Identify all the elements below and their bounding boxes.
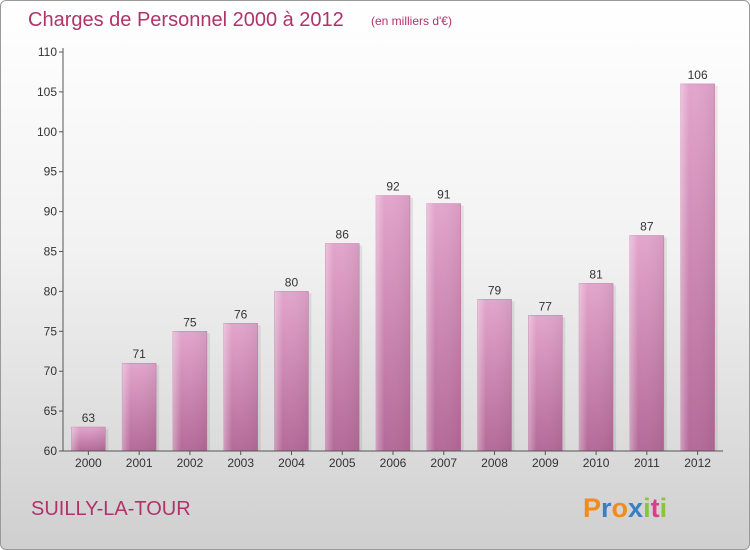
x-tick-label-2002: 2002 xyxy=(177,456,204,470)
data-label-2010: 81 xyxy=(589,267,603,281)
data-label-2012: 106 xyxy=(688,68,708,82)
logo-letter: t xyxy=(651,493,660,523)
x-tick-label-2009: 2009 xyxy=(532,456,559,470)
y-tick-label: 100 xyxy=(37,125,57,139)
commune-name: SUILLY-LA-TOUR xyxy=(31,498,191,520)
bars-group: 63 71 75 76 80 86 92 91 79 77 81 87 106 xyxy=(71,68,718,452)
bar-highlight xyxy=(325,243,360,451)
x-tick-label-2010: 2010 xyxy=(583,456,610,470)
x-tick-label-2004: 2004 xyxy=(278,456,305,470)
data-label-2007: 91 xyxy=(437,188,451,202)
data-label-2011: 87 xyxy=(640,220,654,234)
bar-highlight xyxy=(376,195,410,451)
logo-letter: o xyxy=(612,493,629,523)
bar-highlight xyxy=(528,315,563,451)
data-label-2005: 86 xyxy=(336,228,350,242)
y-tick-label: 75 xyxy=(44,324,58,338)
bar-highlight xyxy=(223,323,258,451)
x-tick-label-2003: 2003 xyxy=(227,456,254,470)
bar-highlight xyxy=(122,363,157,451)
y-tick-label: 65 xyxy=(44,404,58,418)
y-tick-label: 80 xyxy=(44,284,58,298)
bar-highlight xyxy=(579,283,614,451)
bar-highlight xyxy=(172,331,207,451)
bar-highlight xyxy=(274,291,309,451)
x-tick-label-2000: 2000 xyxy=(75,456,102,470)
x-tick-label-2006: 2006 xyxy=(380,456,407,470)
chart-title: Charges de Personnel 2000 à 2012 xyxy=(28,9,344,31)
data-label-2001: 71 xyxy=(132,347,146,361)
data-label-2000: 63 xyxy=(82,411,96,425)
x-tick-label-2011: 2011 xyxy=(634,456,660,470)
proxiti-logo: Proxiti xyxy=(583,493,667,523)
y-tick-label: 95 xyxy=(44,165,58,179)
bar-highlight xyxy=(680,83,715,452)
x-tick-label-2007: 2007 xyxy=(430,456,457,470)
data-label-2008: 79 xyxy=(488,283,502,297)
logo-letter: r xyxy=(601,493,612,523)
x-tick-label-2008: 2008 xyxy=(481,456,508,470)
chart-subtitle: (en milliers d'€) xyxy=(371,14,452,28)
logo-letter: i xyxy=(643,493,651,523)
y-tick-label: 105 xyxy=(37,85,57,99)
x-tick-label-2005: 2005 xyxy=(329,456,356,470)
data-label-2006: 92 xyxy=(386,180,400,194)
y-tick-label: 90 xyxy=(44,205,58,219)
logo-letter: P xyxy=(583,493,601,523)
data-label-2002: 75 xyxy=(183,315,197,329)
y-tick-label: 70 xyxy=(44,364,58,378)
bar-highlight xyxy=(426,203,461,451)
bar-highlight xyxy=(477,299,512,451)
y-tick-label: 85 xyxy=(44,245,58,259)
x-tick-label-2001: 2001 xyxy=(126,456,153,470)
bar-highlight xyxy=(629,235,664,451)
x-tick-label-2012: 2012 xyxy=(684,456,711,470)
x-axis: 2000 2001 2002 2003 2004 2005 2006 2007 2008 2009… xyxy=(75,451,711,470)
y-axis: 60 65 70 75 80 85 90 95 100 105 110 xyxy=(37,45,63,458)
data-label-2004: 80 xyxy=(285,275,299,289)
logo-letter: i xyxy=(660,493,668,523)
y-tick-label: 110 xyxy=(38,45,57,59)
logo-letter: x xyxy=(628,493,643,523)
bar-highlight xyxy=(71,427,106,451)
y-tick-label: 60 xyxy=(44,444,58,458)
data-label-2009: 77 xyxy=(539,299,553,313)
data-label-2003: 76 xyxy=(234,307,248,321)
